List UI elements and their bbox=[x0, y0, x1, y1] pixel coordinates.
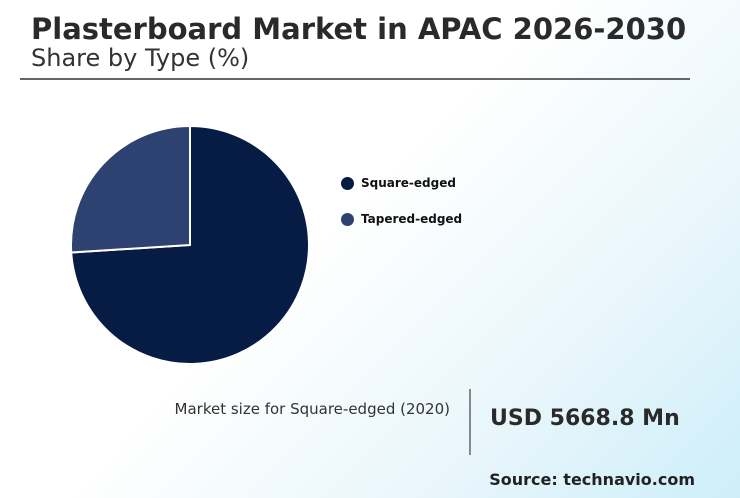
source-credit: Source: technavio.com bbox=[489, 470, 695, 489]
chart-subtitle: Share by Type (%) bbox=[31, 44, 250, 72]
legend: Square-edged Tapered-edged bbox=[341, 175, 462, 247]
legend-item-tapered-edged: Tapered-edged bbox=[341, 211, 462, 227]
pie-chart bbox=[70, 125, 310, 365]
legend-label-tapered-edged: Tapered-edged bbox=[361, 212, 463, 226]
title-divider bbox=[20, 78, 690, 80]
chart-title: Plasterboard Market in APAC 2026-2030 bbox=[31, 12, 687, 46]
market-size-value: USD 5668.8 Mn bbox=[490, 406, 680, 431]
legend-swatch-tapered-edged bbox=[341, 212, 354, 226]
legend-label-square-edged: Square-edged bbox=[361, 176, 456, 190]
pie-slice-tapered-edged bbox=[70, 125, 191, 254]
market-size-label: Market size for Square-edged (2020) bbox=[174, 400, 450, 418]
legend-swatch-square-edged bbox=[341, 176, 354, 190]
summary-divider bbox=[469, 389, 471, 455]
legend-item-square-edged: Square-edged bbox=[341, 175, 462, 191]
